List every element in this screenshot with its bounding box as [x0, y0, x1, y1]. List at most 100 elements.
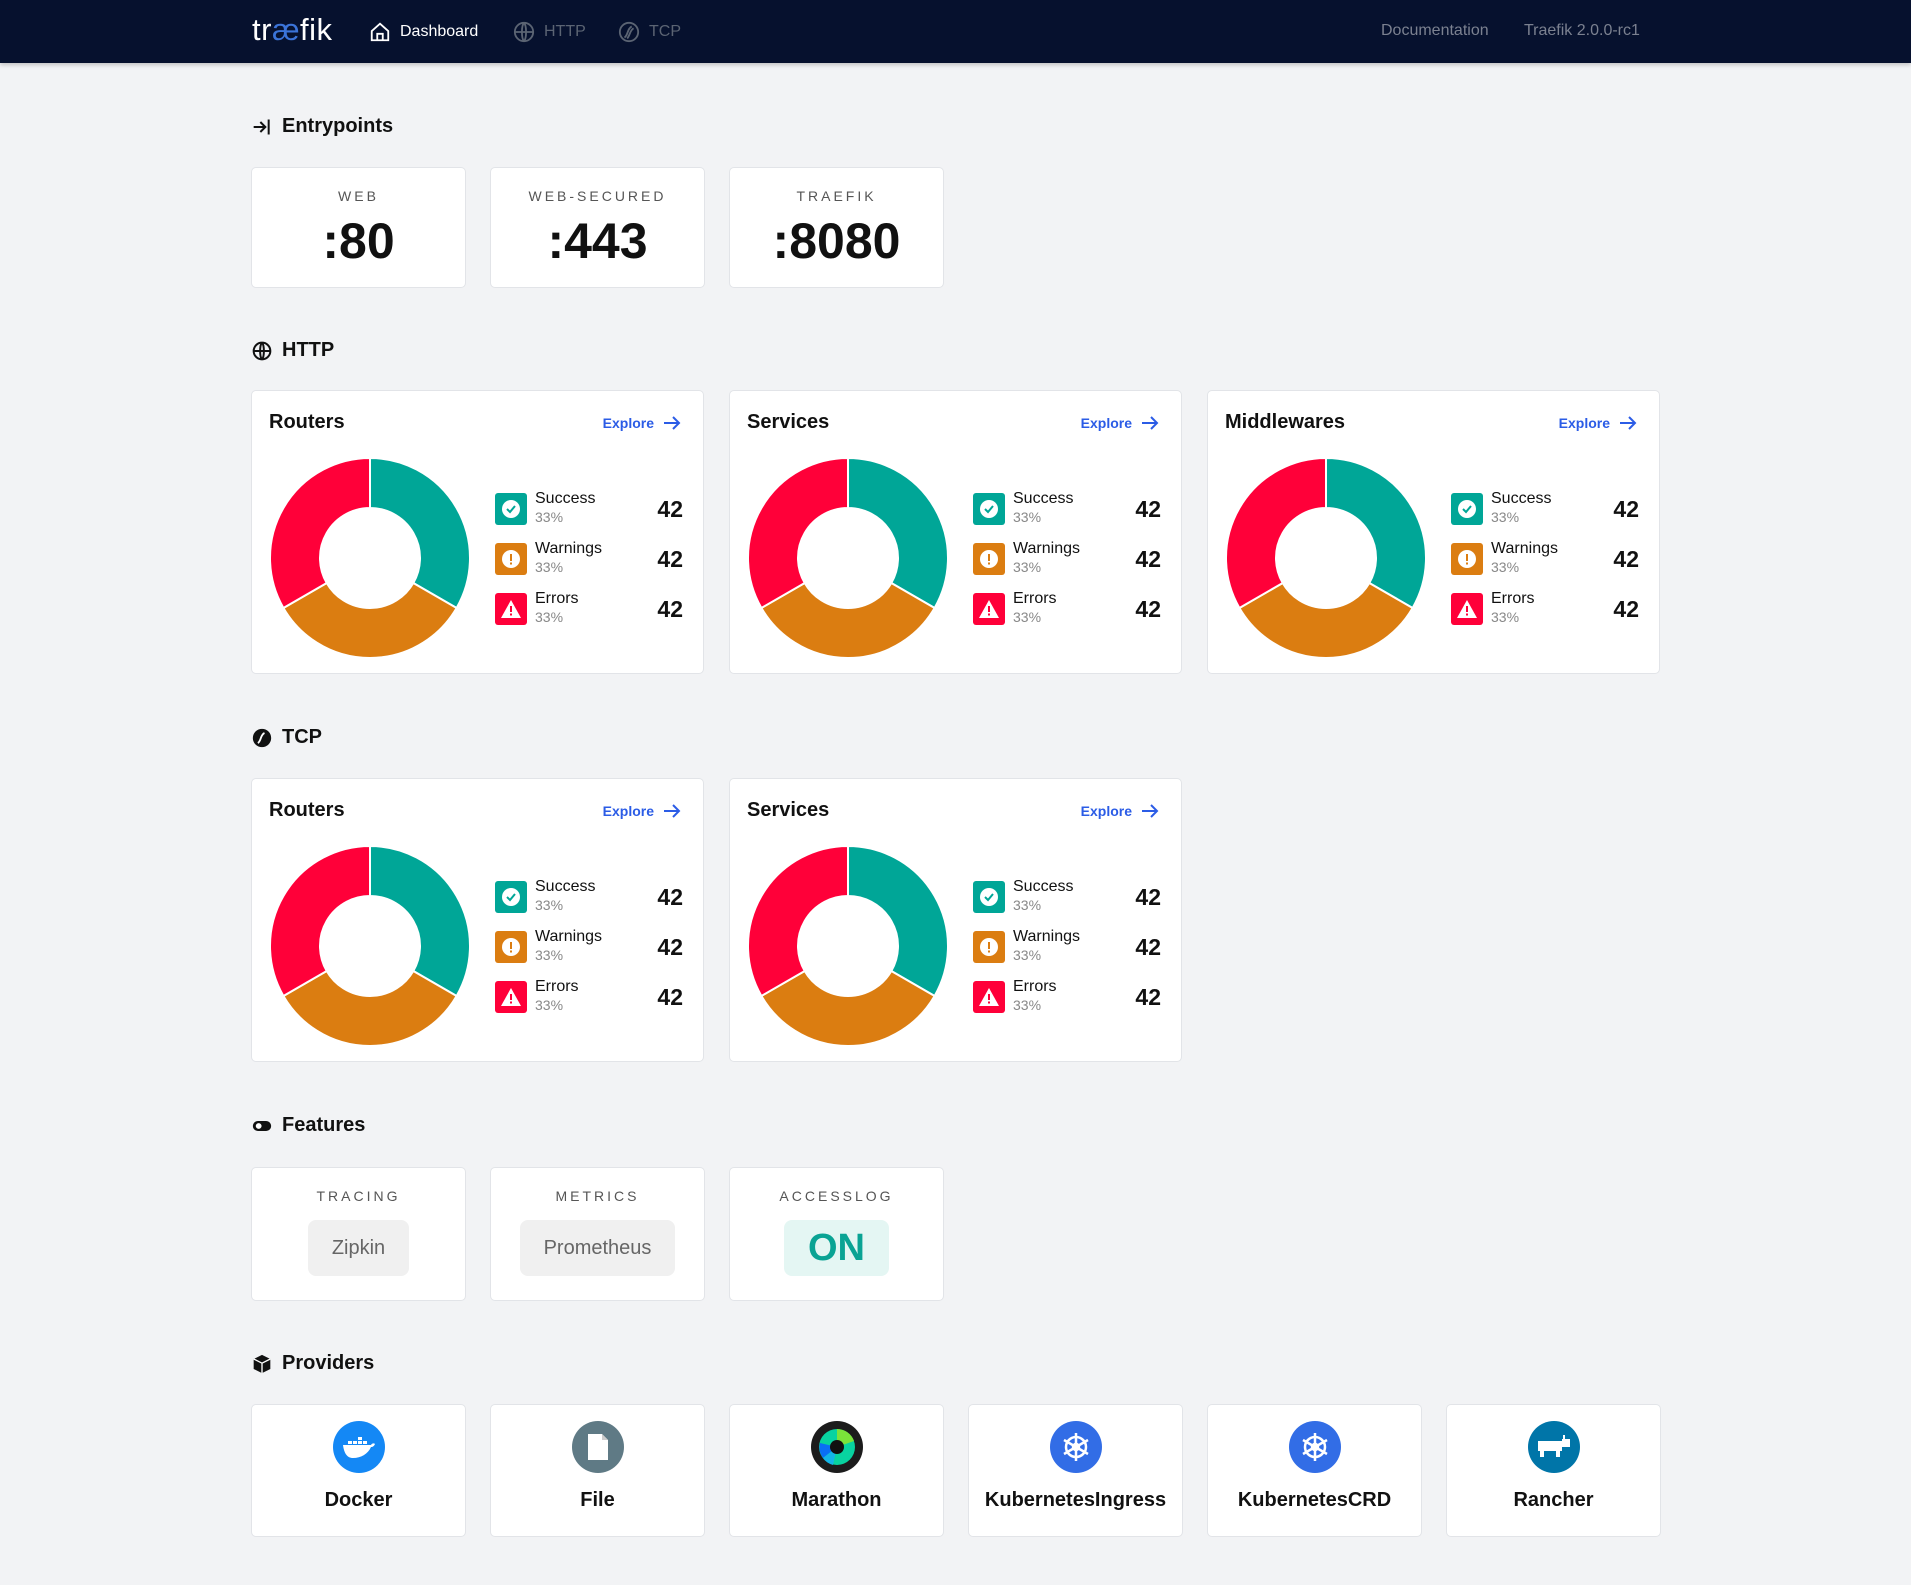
provider-card-kubernetescrd[interactable]: KubernetesCRD [1207, 1404, 1422, 1537]
rancher-icon [1527, 1421, 1580, 1473]
provider-name: Docker [324, 1489, 393, 1511]
file-icon [571, 1421, 624, 1473]
warning-icon [495, 543, 527, 575]
provider-name: Rancher [1513, 1489, 1594, 1511]
entrypoint-arrow-icon [253, 119, 270, 134]
legend-value: 42 [1135, 546, 1161, 572]
tcp-icon [252, 728, 272, 747]
feature-card-metrics: METRICS Prometheus [490, 1167, 705, 1301]
legend-value: 42 [657, 546, 683, 572]
entrypoint-card: WEB-SECURED :443 [490, 167, 705, 288]
legend-value: 42 [1613, 546, 1639, 572]
provider-card-kubernetesingress[interactable]: KubernetesIngress [968, 1404, 1183, 1537]
entrypoint-name: WEB [338, 188, 379, 204]
explore-link[interactable]: Explore [1559, 415, 1637, 431]
legend-label: Errors [1491, 590, 1535, 607]
top-navbar: træfik Dashboard HTTP TCP Documentation … [0, 0, 1911, 63]
legend-value: 42 [1135, 596, 1161, 622]
donut-slice-success [847, 845, 949, 998]
legend-value: 42 [1135, 496, 1161, 522]
entrypoint-name: TRAEFIK [796, 188, 877, 204]
entrypoint-port: :443 [547, 213, 648, 269]
nav-http[interactable]: HTTP [513, 0, 586, 63]
legend-percent: 33% [535, 509, 564, 525]
toggle-icon [252, 1120, 272, 1131]
version-label: Traefik 2.0.0-rc1 [1524, 22, 1640, 39]
provider-name: Marathon [791, 1489, 882, 1511]
legend-percent: 33% [1491, 609, 1520, 625]
explore-link[interactable]: Explore [1081, 803, 1159, 819]
donut-slice-success [847, 457, 949, 610]
http-services-card: Services Explore Success 33% 42 Warnings… [729, 390, 1182, 674]
tcp-heading: TCP [252, 726, 322, 749]
entrypoint-card: TRAEFIK :8080 [729, 167, 944, 288]
explore-link[interactable]: Explore [603, 803, 681, 819]
legend-error: Errors 33% 42 [1451, 590, 1639, 630]
kubernetes-icon [1049, 1421, 1102, 1473]
globe-icon [513, 21, 535, 42]
legend-label: Warnings [535, 540, 602, 557]
explore-link[interactable]: Explore [603, 415, 681, 431]
features-heading: Features [252, 1114, 365, 1137]
legend-percent: 33% [535, 559, 564, 575]
legend-warning: Warnings 33% 42 [973, 540, 1161, 580]
donut-slice-warning [760, 969, 936, 1047]
provider-card-marathon[interactable]: Marathon [729, 1404, 944, 1537]
legend-value: 42 [1135, 934, 1161, 960]
explore-label: Explore [602, 803, 654, 819]
feature-card-tracing: TRACING Zipkin [251, 1167, 466, 1301]
nav-tcp[interactable]: TCP [618, 0, 681, 63]
legend-percent: 33% [1491, 559, 1520, 575]
entrypoint-port: :8080 [772, 213, 901, 269]
legend-label: Errors [535, 978, 579, 995]
provider-name: KubernetesIngress [984, 1489, 1167, 1511]
donut-chart [1225, 457, 1427, 659]
arrow-right-icon [1620, 416, 1637, 430]
provider-name: KubernetesCRD [1237, 1489, 1392, 1511]
nav-label: TCP [649, 22, 681, 40]
donut-slice-warning [1238, 581, 1414, 659]
cube-icon [253, 1354, 271, 1373]
tcp-icon [618, 21, 640, 42]
donut-chart [747, 845, 949, 1047]
legend-success: Success 33% 42 [495, 490, 683, 530]
donut-slice-error [269, 845, 371, 998]
legend-percent: 33% [1013, 609, 1042, 625]
documentation-link[interactable]: Documentation [1381, 22, 1489, 39]
section-title: Providers [282, 1352, 375, 1374]
feature-card-accesslog: ACCESSLOG ON [729, 1167, 944, 1301]
provider-name: File [580, 1489, 615, 1511]
nav-dashboard[interactable]: Dashboard [369, 0, 478, 63]
error-icon [495, 981, 527, 1013]
legend-value: 42 [1135, 884, 1161, 910]
nav-label: HTTP [544, 22, 586, 40]
legend-error: Errors 33% 42 [973, 978, 1161, 1018]
legend-percent: 33% [535, 947, 564, 963]
feature-name: METRICS [555, 1188, 640, 1204]
donut-slice-error [747, 845, 849, 998]
provider-card-docker[interactable]: Docker [251, 1404, 466, 1537]
nav-label: Dashboard [400, 22, 479, 40]
error-icon [495, 593, 527, 625]
legend-value: 42 [657, 884, 683, 910]
legend-label: Success [535, 878, 596, 895]
legend-percent: 33% [1013, 559, 1042, 575]
donut-chart [269, 845, 471, 1047]
feature-name: TRACING [316, 1188, 401, 1204]
traefik-logo[interactable]: træfik [252, 12, 333, 47]
explore-label: Explore [1080, 803, 1132, 819]
kubernetes-icon [1288, 1421, 1341, 1473]
legend-label: Warnings [535, 928, 602, 945]
explore-link[interactable]: Explore [1081, 415, 1159, 431]
donut-slice-success [369, 845, 471, 998]
provider-card-file[interactable]: File [490, 1404, 705, 1537]
donut-slice-success [1325, 457, 1427, 610]
legend-warning: Warnings 33% 42 [1451, 540, 1639, 580]
entrypoint-name: WEB-SECURED [528, 188, 667, 204]
legend-error: Errors 33% 42 [495, 978, 683, 1018]
provider-card-rancher[interactable]: Rancher [1446, 1404, 1661, 1537]
legend-success: Success 33% 42 [973, 878, 1161, 918]
card-title: Routers [269, 799, 345, 821]
legend-warning: Warnings 33% 42 [495, 540, 683, 580]
legend-percent: 33% [1013, 947, 1042, 963]
